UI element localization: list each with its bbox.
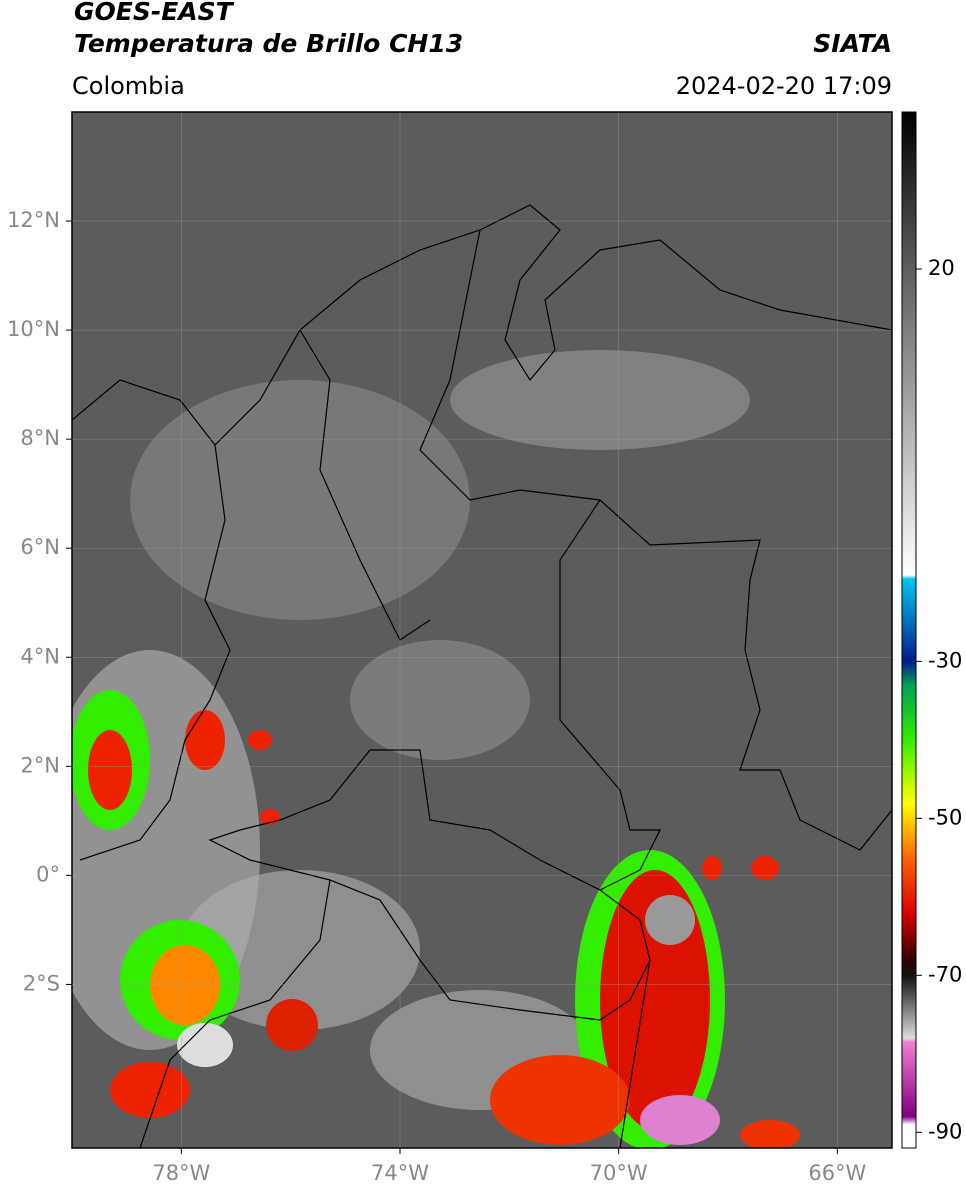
convective-cell [740,1120,800,1148]
y-tick-label: 4°N [20,644,60,668]
colorbar-tick-label: -70 [928,962,962,986]
colorbar-tick-label: -90 [928,1119,962,1143]
x-tick-label: 78°W [152,1161,210,1185]
borders [72,204,892,1148]
x-tick-label: 74°W [371,1161,429,1185]
convective-cell [110,1062,190,1118]
convective-cell [751,856,779,880]
convective-cell [248,730,272,750]
y-tick-label: 12°N [7,208,60,232]
convective-cell [645,895,695,945]
cloud-area [130,380,470,620]
convective-cell [185,710,225,770]
convective-cell [640,1095,720,1145]
colorbar-tick-label: 20 [928,256,955,280]
y-tick-label: 2°S [23,971,60,995]
cloud-area [350,640,530,760]
x-tick-label: 66°W [808,1161,866,1185]
colorbar-tick-label: -50 [928,805,962,829]
map-frame [71,111,893,1149]
y-tick-label: 6°N [20,535,60,559]
y-tick-label: 10°N [7,317,60,341]
cloud-area [180,870,420,1030]
y-tick-label: 8°N [20,426,60,450]
convective-cell [266,999,318,1051]
convective-cell [150,945,220,1025]
convective-cell [702,856,722,880]
region-label: Colombia [72,72,185,100]
convective-cell [177,1023,233,1067]
colorbar [901,111,917,1149]
convective-cell [490,1055,630,1145]
x-tick-label: 70°W [590,1161,648,1185]
cloud-area [450,350,750,450]
colorbar-tick-label: -30 [928,648,962,672]
product-title: Temperatura de Brillo CH13 [74,29,463,58]
satellite-title: GOES-EAST [74,0,235,26]
y-tick-label: 0° [36,862,60,886]
source-label: SIATA [813,29,892,58]
datetime-label: 2024-02-20 17:09 [676,72,892,100]
convective-cell [88,730,132,810]
y-tick-label: 2°N [20,753,60,777]
satellite-image [72,112,892,1148]
